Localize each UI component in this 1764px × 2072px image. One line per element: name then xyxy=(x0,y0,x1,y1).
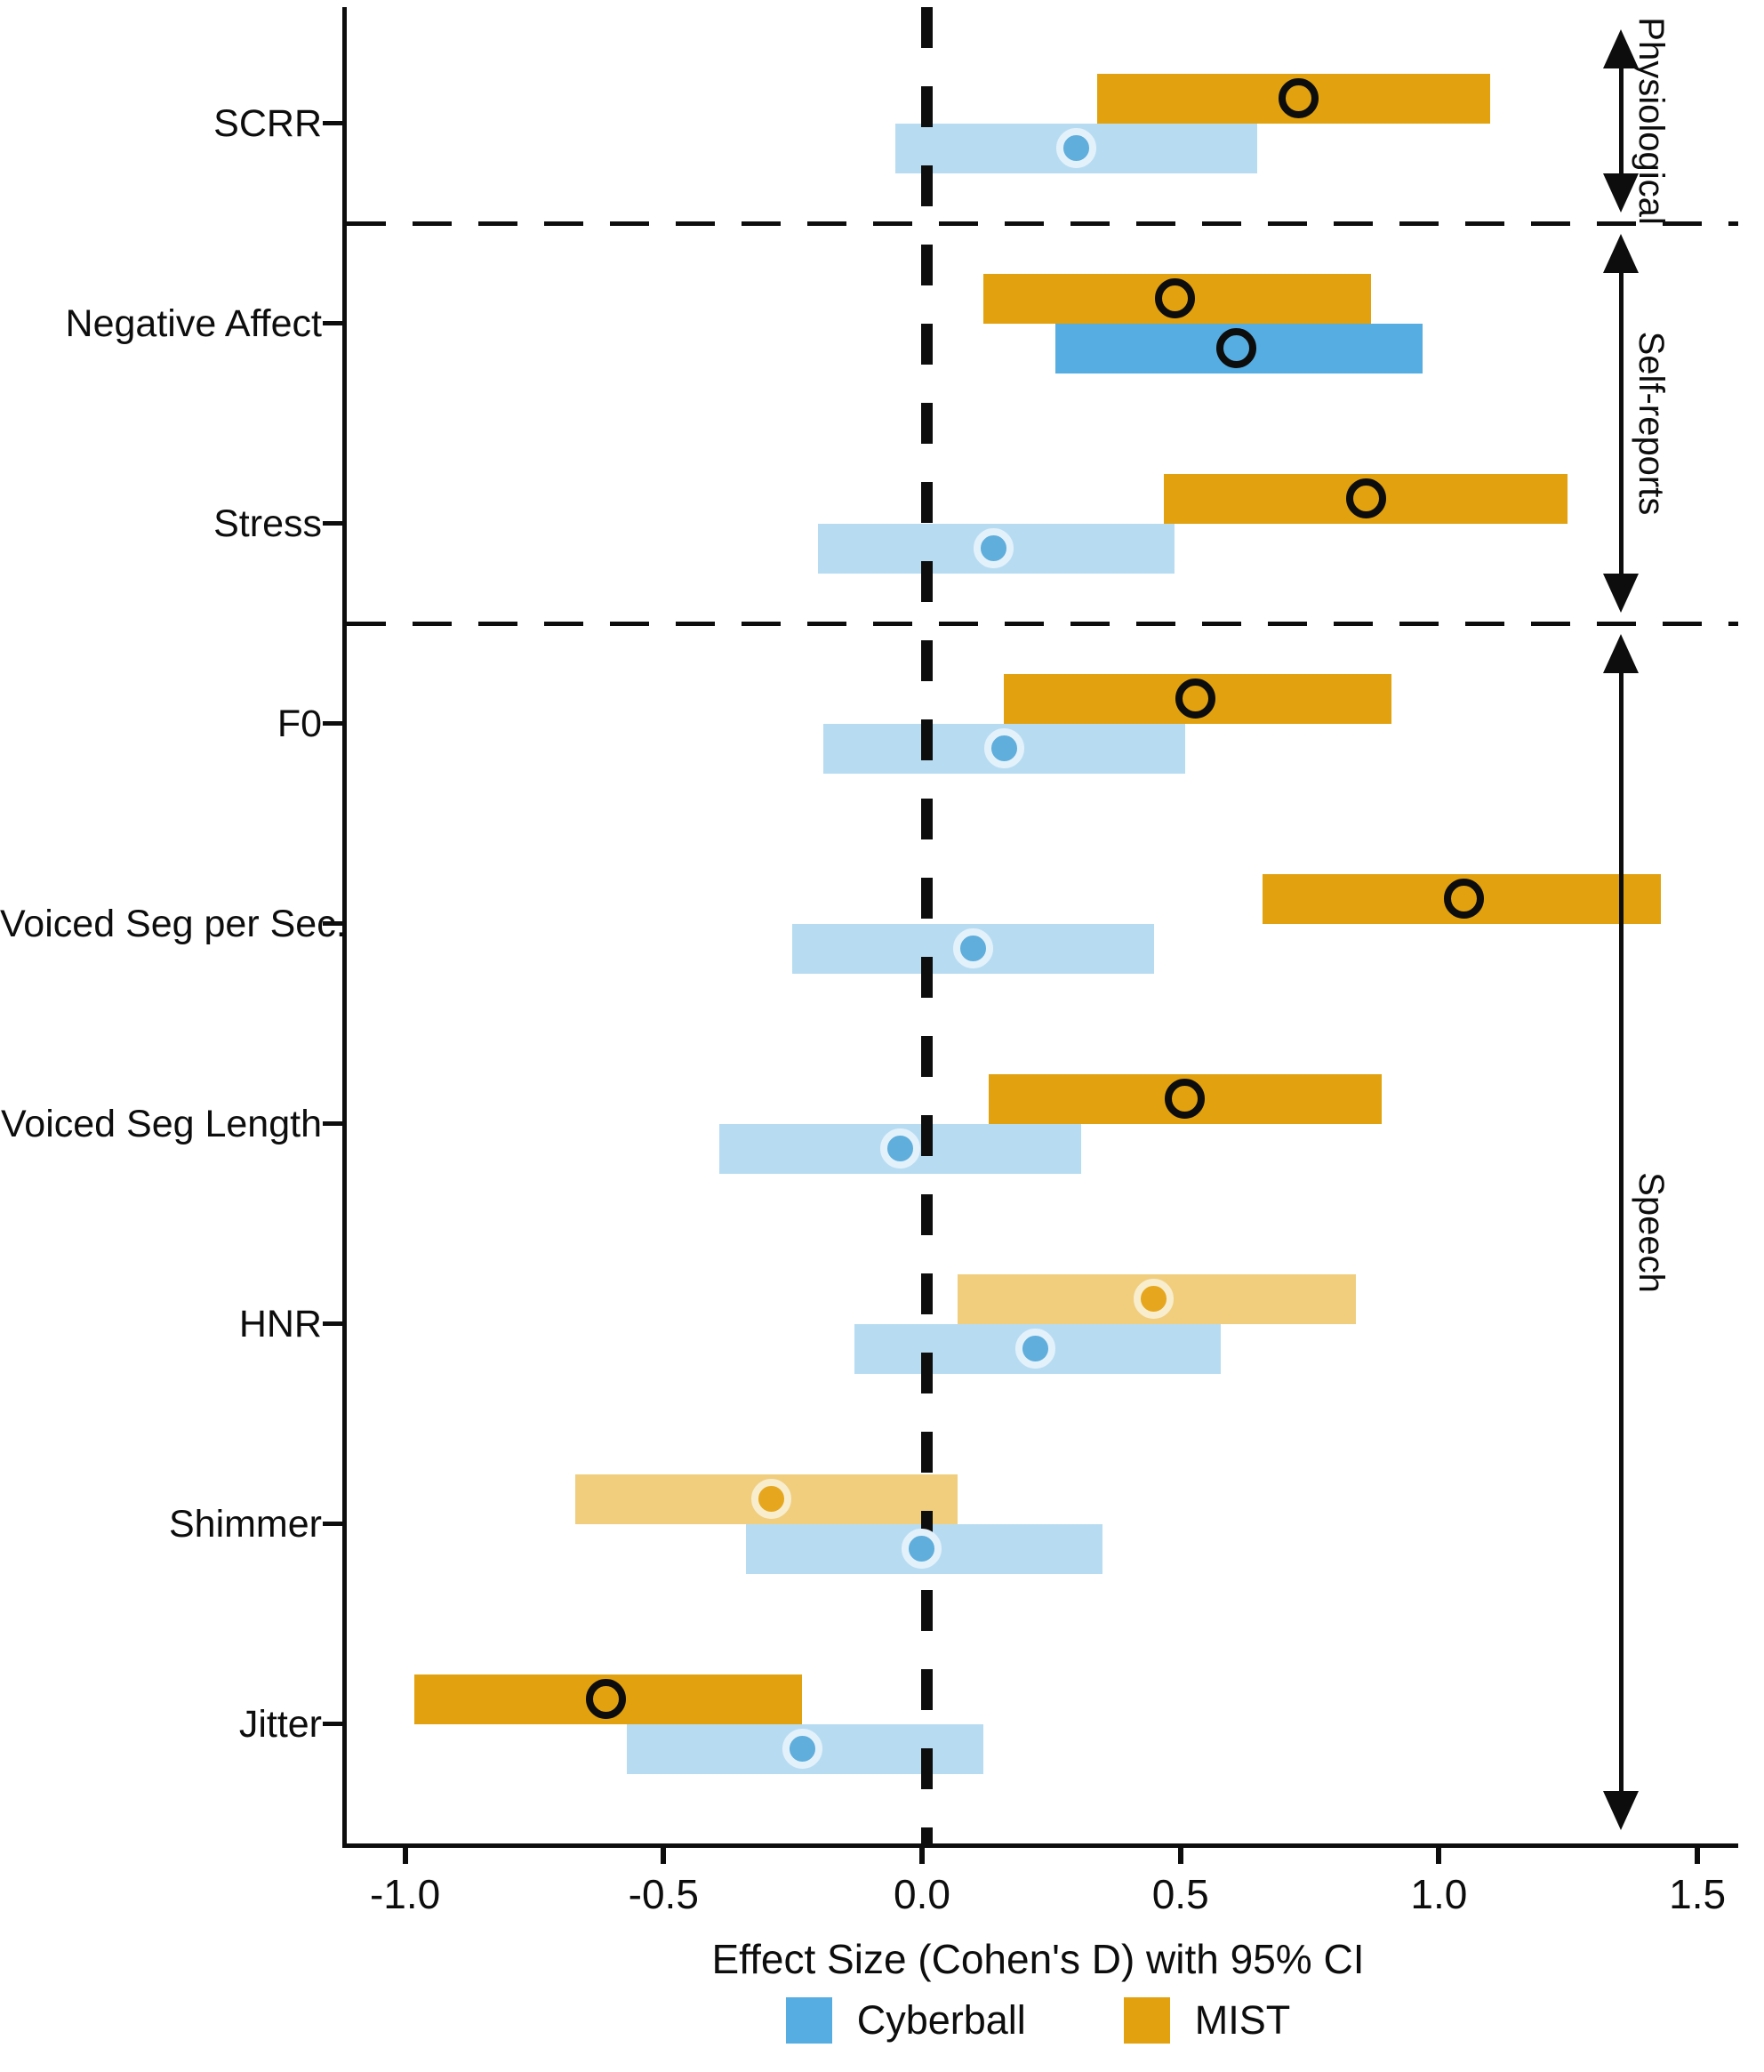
point-marker-mist-2 xyxy=(1345,478,1386,518)
point-marker-cyberball-3 xyxy=(983,728,1024,768)
y-axis-tick-3 xyxy=(323,721,342,726)
y-axis-tick-6 xyxy=(323,1321,342,1326)
legend-label-cyberball: Cyberball xyxy=(856,1997,1026,2043)
group-separator-line-0 xyxy=(347,221,1738,226)
x-axis-tick-2 xyxy=(919,1846,925,1864)
plot-area: Physiological Self-reports Speech xyxy=(342,7,1738,1848)
point-marker-cyberball-2 xyxy=(974,528,1014,568)
category-label-6: HNR xyxy=(238,1302,322,1345)
x-axis-tick-3 xyxy=(1177,1846,1183,1864)
y-axis-tick-5 xyxy=(323,1121,342,1126)
legend-item-mist: MIST xyxy=(1123,1997,1291,2044)
group-label-speech: Speech xyxy=(1632,1171,1671,1293)
point-marker-mist-4 xyxy=(1444,879,1485,919)
group-arrow-speech xyxy=(1618,652,1624,1812)
legend: Cyberball MIST xyxy=(342,1997,1734,2044)
point-marker-cyberball-7 xyxy=(901,1529,942,1569)
point-marker-cyberball-4 xyxy=(952,928,993,968)
point-marker-cyberball-6 xyxy=(1014,1329,1055,1369)
x-axis-tick-5 xyxy=(1695,1846,1701,1864)
x-axis-tick-label-5: 1.5 xyxy=(1669,1871,1727,1917)
point-marker-mist-5 xyxy=(1165,1079,1206,1119)
group-arrow-head-down-physiological xyxy=(1603,173,1639,213)
x-axis-tick-label-1: -0.5 xyxy=(628,1871,699,1917)
group-arrow-physiological xyxy=(1618,47,1624,195)
category-label-8: Jitter xyxy=(238,1702,322,1746)
group-arrow-head-down-speech xyxy=(1603,1791,1639,1830)
x-axis-tick-4 xyxy=(1436,1846,1442,1864)
x-axis-tick-1 xyxy=(661,1846,667,1864)
group-arrow-head-up-physiological xyxy=(1603,29,1639,68)
category-label-1: Negative Affect xyxy=(65,301,322,345)
category-label-4: Voiced Seg per Sec. xyxy=(0,902,347,945)
legend-swatch-cyberball xyxy=(785,1997,832,2044)
point-marker-mist-6 xyxy=(1134,1279,1175,1319)
x-axis-title: Effect Size (Cohen's D) with 95% CI xyxy=(711,1936,1365,1982)
group-arrow-head-up-self-reports xyxy=(1603,234,1639,273)
point-marker-mist-3 xyxy=(1175,679,1215,719)
group-label-self-reports: Self-reports xyxy=(1632,331,1671,516)
group-label-physiological: Physiological xyxy=(1632,17,1671,225)
category-label-7: Shimmer xyxy=(168,1502,322,1546)
category-label-3: F0 xyxy=(277,702,322,745)
y-axis-tick-1 xyxy=(323,321,342,325)
x-axis-tick-0 xyxy=(402,1846,408,1864)
y-axis-tick-4 xyxy=(323,921,342,926)
category-label-0: SCRR xyxy=(213,101,322,145)
x-axis-tick-label-3: 0.5 xyxy=(1151,1871,1209,1917)
y-axis-tick-0 xyxy=(323,121,342,125)
group-arrow-head-down-self-reports xyxy=(1603,574,1639,613)
legend-label-mist: MIST xyxy=(1194,1997,1291,2043)
legend-swatch-mist xyxy=(1123,1997,1170,2044)
group-separator-line-1 xyxy=(347,621,1738,626)
point-marker-mist-7 xyxy=(751,1479,792,1519)
y-axis-tick-8 xyxy=(323,1722,342,1726)
point-marker-cyberball-1 xyxy=(1216,328,1257,368)
point-marker-mist-0 xyxy=(1279,78,1319,118)
x-axis-tick-label-0: -1.0 xyxy=(369,1871,441,1917)
y-axis-tick-2 xyxy=(323,521,342,526)
zero-reference-dashed-line xyxy=(920,7,933,1843)
category-label-5: Voiced Seg Length xyxy=(0,1102,322,1145)
point-marker-cyberball-5 xyxy=(880,1128,921,1169)
point-marker-cyberball-8 xyxy=(782,1729,822,1769)
point-marker-cyberball-0 xyxy=(1056,128,1097,168)
group-arrow-head-up-speech xyxy=(1603,634,1639,673)
point-marker-mist-8 xyxy=(586,1679,627,1719)
x-axis-tick-label-2: 0.0 xyxy=(894,1871,950,1917)
y-axis-tick-7 xyxy=(323,1522,342,1526)
x-axis-tick-label-4: 1.0 xyxy=(1410,1871,1468,1917)
point-marker-mist-1 xyxy=(1154,278,1195,318)
category-label-2: Stress xyxy=(213,502,322,545)
group-arrow-self-reports xyxy=(1618,252,1624,595)
legend-item-cyberball: Cyberball xyxy=(785,1997,1026,2044)
